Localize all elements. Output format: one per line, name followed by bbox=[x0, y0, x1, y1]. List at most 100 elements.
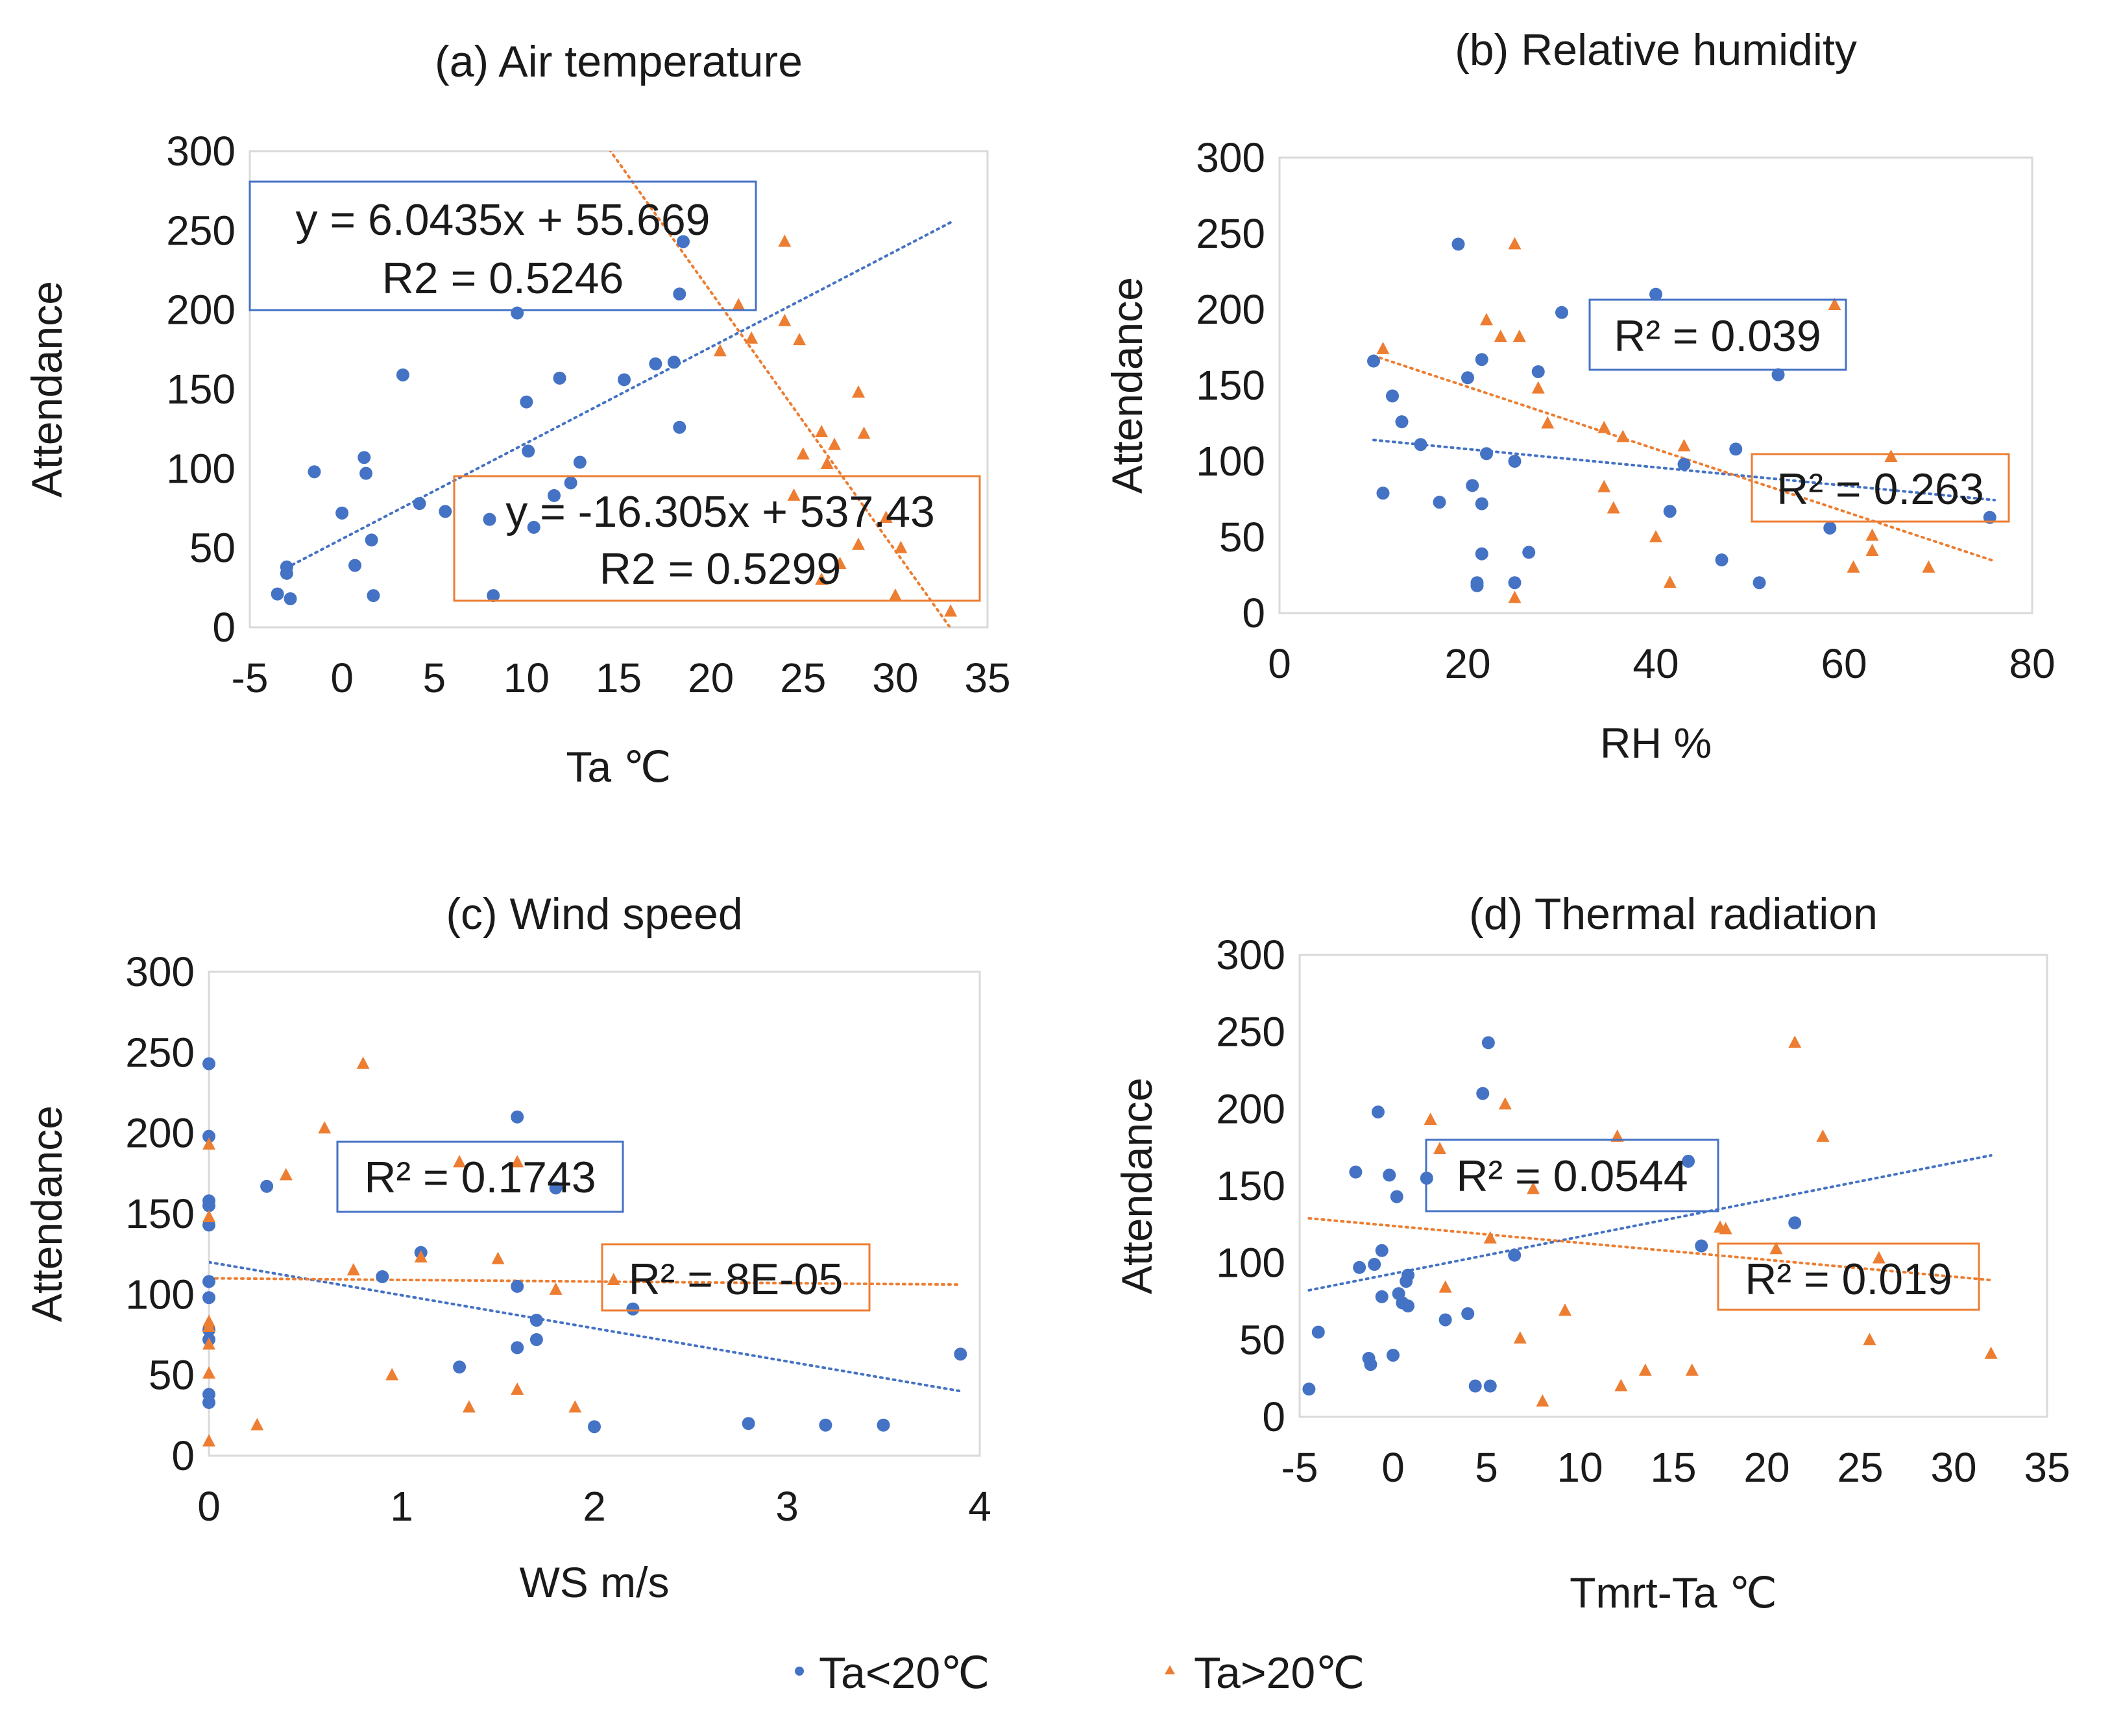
data-point bbox=[549, 1282, 563, 1295]
data-point bbox=[202, 1434, 215, 1447]
data-point bbox=[944, 604, 958, 617]
annotation-box bbox=[1717, 1242, 1980, 1311]
data-point bbox=[1302, 1382, 1316, 1396]
data-point bbox=[483, 512, 496, 526]
annotation-text: R² = 0.263 bbox=[1777, 464, 1983, 514]
data-point bbox=[385, 1368, 399, 1380]
data-point bbox=[1512, 330, 1526, 343]
trendline-ta-below-20 bbox=[285, 221, 952, 570]
x-axis-label: WS m/s bbox=[520, 1558, 670, 1606]
annotation-box bbox=[1751, 453, 2010, 523]
trendline-annotation-ta-above-20: R² = 0.019 bbox=[1717, 1242, 1980, 1311]
data-point bbox=[202, 1137, 215, 1150]
trendline-annotation-ta-above-20: y = -16.305x + 537.43 R2 = 0.5299 bbox=[453, 475, 981, 602]
data-point bbox=[1375, 1244, 1389, 1257]
trendlines bbox=[285, 151, 952, 627]
annotation-text: R2 = 0.5246 bbox=[382, 254, 624, 303]
x-tick-label: 10 bbox=[503, 655, 550, 701]
y-tick-label: 150 bbox=[166, 366, 236, 413]
legend-marker-ta-above-20 bbox=[1165, 1665, 1175, 1674]
data-point bbox=[1353, 1260, 1366, 1274]
data-point bbox=[607, 1272, 620, 1285]
legend: Ta<20℃ Ta>20℃ bbox=[795, 1648, 1365, 1698]
data-point bbox=[1695, 1239, 1708, 1253]
trendlines bbox=[209, 1260, 962, 1393]
data-point bbox=[1438, 1313, 1452, 1327]
x-tick-label: 1 bbox=[390, 1483, 413, 1530]
y-tick-label: 150 bbox=[1196, 362, 1265, 409]
data-point bbox=[673, 287, 686, 301]
series-ta-below-20 bbox=[1367, 237, 1996, 592]
x-axis-label: RH % bbox=[1600, 719, 1712, 767]
data-point bbox=[1788, 1035, 1802, 1048]
series-ta-below-20 bbox=[271, 235, 690, 605]
trendline-ta-below-20 bbox=[209, 1260, 962, 1393]
data-point bbox=[453, 1360, 467, 1374]
data-point bbox=[1682, 1155, 1695, 1168]
y-tick-label: 100 bbox=[166, 445, 236, 492]
x-tick-label: 0 bbox=[1381, 1444, 1405, 1491]
plot-area bbox=[249, 150, 989, 629]
data-point bbox=[335, 506, 349, 520]
data-point bbox=[1494, 330, 1507, 343]
data-point bbox=[1475, 497, 1488, 511]
data-point bbox=[1349, 1165, 1363, 1179]
y-tick-label: 0 bbox=[212, 604, 236, 651]
trendlines bbox=[1307, 1154, 1993, 1292]
data-point bbox=[367, 589, 380, 603]
data-point bbox=[732, 298, 746, 311]
y-tick-label: 250 bbox=[125, 1029, 195, 1076]
data-point bbox=[1607, 501, 1620, 514]
x-tick-label: 0 bbox=[1268, 640, 1291, 687]
y-tick-label: 50 bbox=[1219, 514, 1265, 561]
data-point bbox=[1476, 1087, 1490, 1100]
data-point bbox=[548, 488, 561, 502]
trendline-ta-below-20 bbox=[1307, 1154, 1993, 1292]
x-tick-label: 30 bbox=[872, 655, 918, 701]
chart-panel-4: (d) Thermal radiation050100150200250300-… bbox=[1113, 889, 2070, 1617]
trendline-annotation-ta-below-20: R² = 0.0544 bbox=[1425, 1139, 1719, 1212]
data-point bbox=[742, 1417, 755, 1430]
trendline-annotation-ta-above-20: R² = 0.263 bbox=[1751, 453, 2010, 523]
chart-panel-3: (c) Wind speed 0 50 100 150 200 250 300 0 1 2 3 4 WS … bbox=[23, 889, 991, 1606]
trendline-annotation-ta-below-20: R² = 0.039 bbox=[1588, 298, 1847, 371]
data-point bbox=[1558, 1303, 1571, 1316]
data-point bbox=[202, 1291, 215, 1305]
data-point bbox=[1847, 560, 1860, 573]
x-tick-label: 20 bbox=[1444, 640, 1490, 687]
data-point bbox=[202, 1275, 215, 1288]
data-point bbox=[1451, 237, 1465, 251]
data-point bbox=[820, 456, 834, 469]
data-point bbox=[1376, 487, 1390, 500]
data-point bbox=[1663, 505, 1677, 518]
data-point bbox=[676, 235, 690, 248]
data-point bbox=[1376, 341, 1390, 354]
y-tick-label: 300 bbox=[1196, 134, 1265, 181]
annotation-box bbox=[453, 475, 981, 602]
chart-title: (a) Air temperature bbox=[435, 37, 803, 86]
data-point bbox=[1771, 368, 1785, 381]
data-point bbox=[828, 437, 842, 450]
data-point bbox=[202, 1337, 215, 1350]
data-point bbox=[787, 488, 801, 501]
trendline-ta-above-20 bbox=[209, 1277, 962, 1286]
x-tick-label: 5 bbox=[422, 655, 446, 701]
x-tick-label: 2 bbox=[583, 1483, 606, 1530]
data-point bbox=[1401, 1268, 1415, 1282]
x-tick-label: 25 bbox=[1837, 1444, 1883, 1491]
data-point bbox=[260, 1179, 274, 1193]
data-point bbox=[793, 333, 807, 346]
chart-title: (d) Thermal radiation bbox=[1469, 889, 1878, 939]
data-point bbox=[1597, 420, 1611, 433]
data-point bbox=[365, 533, 378, 547]
x-tick-label: 0 bbox=[330, 655, 354, 701]
data-point bbox=[280, 561, 293, 574]
data-point bbox=[1872, 1251, 1886, 1264]
data-point bbox=[1483, 1379, 1497, 1393]
data-point bbox=[1685, 1363, 1699, 1376]
data-point bbox=[520, 395, 533, 409]
data-point bbox=[413, 497, 426, 511]
data-point bbox=[1541, 416, 1555, 429]
